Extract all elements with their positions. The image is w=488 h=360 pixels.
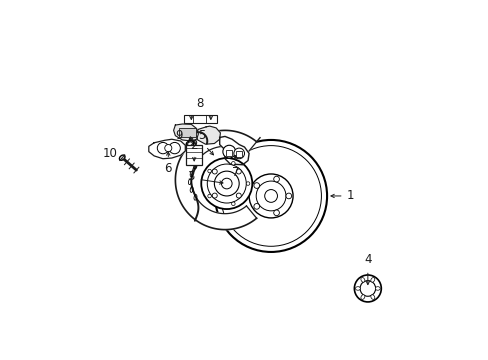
Ellipse shape	[187, 142, 192, 145]
Text: 2: 2	[190, 139, 198, 152]
Polygon shape	[219, 136, 248, 165]
Circle shape	[164, 145, 171, 152]
Ellipse shape	[374, 287, 380, 290]
Text: 8: 8	[196, 97, 203, 110]
Ellipse shape	[355, 287, 360, 290]
Circle shape	[236, 193, 241, 198]
Ellipse shape	[370, 295, 374, 300]
Ellipse shape	[186, 141, 193, 147]
Polygon shape	[195, 126, 220, 144]
Circle shape	[273, 210, 279, 216]
Circle shape	[220, 145, 321, 246]
Circle shape	[157, 143, 168, 154]
Text: 10: 10	[103, 147, 118, 160]
Circle shape	[231, 162, 235, 165]
Text: 9: 9	[175, 129, 183, 142]
Circle shape	[354, 275, 381, 302]
Circle shape	[231, 202, 235, 206]
Circle shape	[223, 145, 235, 158]
Ellipse shape	[119, 155, 125, 160]
Circle shape	[264, 190, 277, 202]
Circle shape	[359, 281, 375, 296]
Circle shape	[246, 182, 249, 185]
Bar	[183, 116, 217, 123]
Circle shape	[233, 148, 244, 159]
Circle shape	[253, 203, 259, 209]
Bar	[179, 127, 196, 138]
Circle shape	[285, 193, 291, 199]
Circle shape	[273, 176, 279, 182]
Text: 1: 1	[346, 189, 353, 202]
Circle shape	[201, 158, 252, 209]
Polygon shape	[173, 124, 198, 141]
Circle shape	[212, 193, 217, 198]
Circle shape	[236, 169, 241, 174]
Ellipse shape	[370, 278, 374, 282]
Circle shape	[256, 181, 285, 211]
Bar	[236, 151, 242, 157]
Text: 5: 5	[198, 129, 205, 142]
Bar	[186, 145, 202, 165]
Circle shape	[215, 140, 326, 252]
Bar	[225, 150, 232, 156]
Circle shape	[207, 194, 211, 198]
Polygon shape	[148, 139, 185, 159]
Circle shape	[221, 178, 232, 189]
Circle shape	[207, 169, 211, 173]
Circle shape	[212, 169, 217, 174]
Text: 6: 6	[164, 162, 172, 175]
Circle shape	[253, 183, 259, 188]
Ellipse shape	[360, 278, 364, 282]
Text: 4: 4	[364, 253, 371, 266]
Polygon shape	[175, 130, 256, 230]
Circle shape	[248, 174, 292, 218]
Circle shape	[207, 164, 246, 203]
Text: 3: 3	[186, 170, 194, 183]
Ellipse shape	[360, 295, 364, 300]
Text: 7: 7	[231, 166, 239, 179]
Circle shape	[169, 143, 180, 154]
Circle shape	[214, 171, 239, 196]
